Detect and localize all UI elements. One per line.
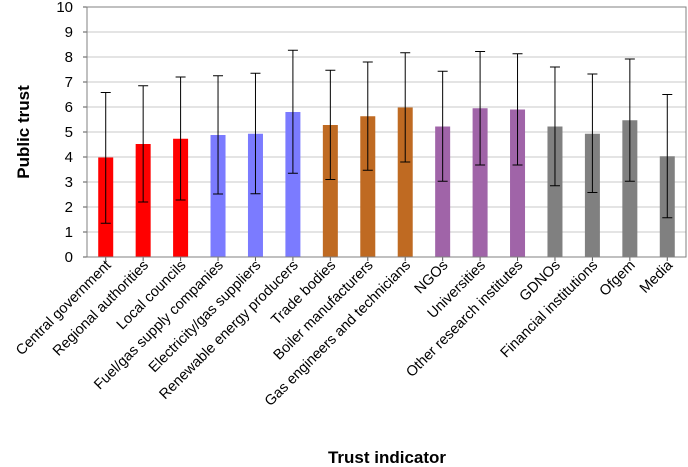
x-axis-title: Trust indicator (328, 448, 446, 467)
bar (547, 126, 563, 257)
x-tick-label: Media (637, 257, 677, 297)
y-tick-label: 7 (65, 74, 73, 91)
y-tick-label: 3 (65, 174, 73, 191)
y-tick-label: 0 (65, 249, 73, 266)
y-tick-label: 5 (65, 124, 73, 141)
bar (285, 112, 301, 257)
y-tick-label: 9 (65, 24, 73, 41)
bar (247, 133, 263, 257)
bar (322, 125, 338, 257)
bar (397, 107, 413, 257)
bar (360, 116, 376, 257)
bar (584, 133, 600, 257)
y-axis-title: Public trust (14, 85, 33, 179)
plot-frame (86, 6, 687, 258)
x-tick-label: Ofgem (597, 258, 639, 300)
bar (510, 109, 526, 257)
plot-border (86, 6, 687, 258)
bar (435, 126, 451, 257)
y-tick-label: 4 (65, 149, 73, 166)
y-tick-label: 2 (65, 199, 73, 216)
y-tick-label: 10 (56, 0, 73, 16)
y-axis-ticks: 0 1 2 3 4 5 6 7 8 9 10 (56, 0, 87, 266)
bar (210, 135, 226, 257)
y-tick-label: 8 (65, 49, 73, 66)
bar (622, 120, 638, 257)
y-tick-label: 1 (65, 224, 73, 241)
error-bars (100, 49, 673, 224)
y-tick-label: 6 (65, 99, 73, 116)
bar (472, 108, 488, 257)
